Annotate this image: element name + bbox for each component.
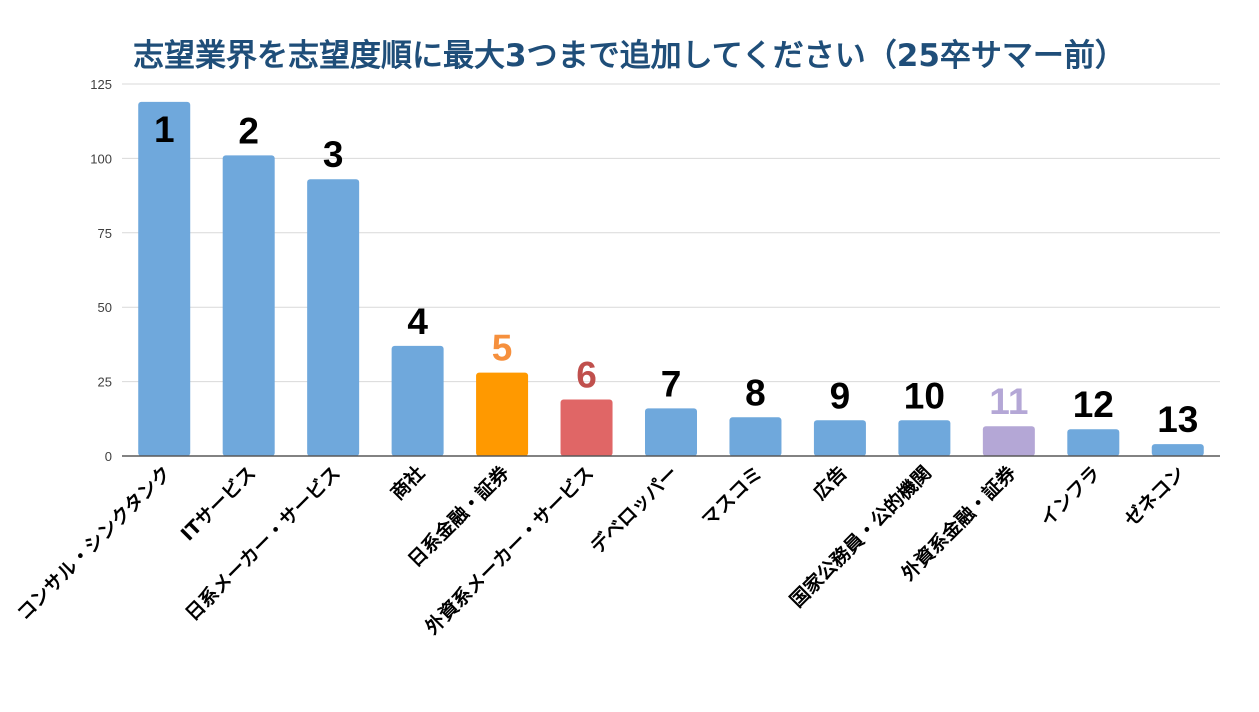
x-tick-label: コンサル・シンクタンク: [13, 462, 176, 625]
x-tick-label: 国家公務員・公的機関: [785, 461, 936, 612]
y-tick-label: 50: [98, 300, 112, 315]
rank-label: 13: [1157, 399, 1198, 440]
grid-lines: [122, 83, 1220, 383]
rank-label: 2: [238, 110, 259, 151]
rank-label: 3: [323, 134, 344, 175]
x-tick-label: マスコミ: [698, 462, 767, 531]
y-tick-label: 0: [105, 449, 112, 464]
rank-label: 9: [830, 375, 851, 416]
x-tick-label: インフラ: [1036, 462, 1105, 531]
bar: [729, 417, 782, 456]
y-tick-label: 100: [90, 151, 112, 166]
bar: [982, 426, 1035, 456]
rank-label: 11: [989, 381, 1028, 422]
bar: [1151, 444, 1204, 456]
bar: [645, 408, 697, 456]
rank-label: 4: [407, 301, 428, 342]
bar: [1067, 429, 1120, 456]
bars: [138, 101, 1204, 456]
x-tick-label: 日系メーカー・サービス: [181, 462, 344, 625]
rank-label: 7: [661, 363, 682, 404]
bar: [222, 155, 275, 456]
x-tick-label: 広告: [808, 461, 851, 504]
y-axis-ticks: 0 25 50 75 100 125: [90, 77, 112, 464]
x-tick-label: 商社: [386, 461, 429, 504]
rank-label: 10: [904, 375, 945, 416]
rank-label: 6: [576, 354, 597, 395]
bar: [138, 101, 191, 456]
rank-label: 8: [745, 372, 766, 413]
y-tick-label: 75: [98, 226, 112, 241]
rank-label: 5: [492, 328, 513, 369]
bar: [560, 399, 613, 456]
rank-label: 12: [1073, 384, 1114, 425]
x-tick-label: ITサービス: [177, 462, 260, 545]
bar: [813, 420, 866, 456]
y-tick-label: 25: [98, 375, 112, 390]
y-tick-label: 125: [90, 77, 112, 92]
x-tick-label: 外資系メーカー・サービス: [421, 461, 598, 638]
bar: [898, 420, 951, 456]
x-tick-label: デベロッパー: [586, 461, 683, 558]
chart-title: 志望業界を志望度順に最大3つまで追加してください（25卒サマー前）: [133, 38, 1126, 74]
bar: [307, 179, 360, 456]
bar: [391, 345, 444, 456]
x-tick-label: ゼネコン: [1120, 461, 1190, 531]
rank-label: 1: [154, 109, 175, 150]
bar: [476, 372, 529, 456]
